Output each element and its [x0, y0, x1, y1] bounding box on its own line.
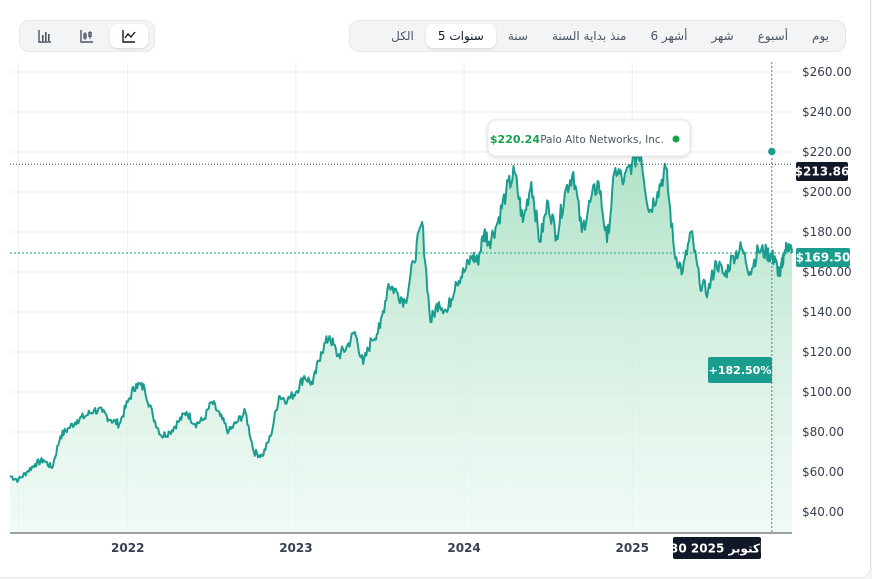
- candlestick-icon: [80, 30, 93, 43]
- range-tab[interactable]: الكل: [391, 29, 414, 43]
- price-tooltip: [487, 119, 691, 157]
- price-area: [10, 148, 792, 532]
- chart-type-switcher: [19, 20, 155, 52]
- y-tick-label: $100.00: [802, 385, 852, 399]
- high-price-badge: [796, 162, 848, 181]
- price-line: [9, 147, 793, 483]
- time-range-tabs: يوم أسبوع شهر 6 أشهر منذ بداية السنة سنة 5 سنو…: [349, 20, 846, 52]
- y-tick-label: $40.00: [802, 505, 844, 519]
- line-chart-button[interactable]: [110, 24, 148, 48]
- y-tick-label: $180.00: [802, 225, 852, 239]
- tooltip-series-dot: [672, 135, 680, 143]
- y-tick-label: $260.00: [802, 65, 852, 79]
- x-tick-label: 2022: [111, 541, 144, 555]
- hover-date-badge: [673, 537, 761, 559]
- range-tab[interactable]: 5 سنوات: [425, 24, 496, 48]
- bar-chart-icon: [38, 30, 51, 43]
- x-tick-label: 2024: [447, 541, 480, 555]
- y-tick-label: $60.00: [802, 465, 844, 479]
- tooltip-company: Palo Alto Networks, Inc.: [540, 134, 664, 146]
- tooltip-price: $220.24: [490, 133, 540, 146]
- y-tick-label: $140.00: [802, 305, 852, 319]
- x-axis: 2022 2023 2024 2025: [111, 541, 649, 555]
- range-tab[interactable]: يوم: [812, 29, 829, 43]
- high-price-label: $213.86: [795, 165, 850, 179]
- current-price-label: $169.50: [796, 251, 851, 265]
- range-tab[interactable]: منذ بداية السنة: [551, 29, 627, 43]
- x-tick-label: 2023: [279, 541, 312, 555]
- range-tab[interactable]: أسبوع: [757, 29, 789, 43]
- range-tab[interactable]: 6 أشهر: [650, 29, 688, 43]
- y-tick-label: $240.00: [802, 105, 852, 119]
- line-chart-icon: [122, 30, 136, 43]
- y-axis: $40.00 $60.00 $80.00 $100.00 $120.00 $140.00 $…: [802, 65, 852, 519]
- x-tick-label: 2025: [616, 541, 649, 555]
- candlestick-button[interactable]: [68, 24, 106, 48]
- y-tick-label: $120.00: [802, 345, 852, 359]
- hover-point: [766, 146, 778, 157]
- y-tick-label: $160.00: [802, 265, 852, 279]
- change-badge: [708, 357, 772, 383]
- change-label: +182.50%: [709, 364, 772, 377]
- current-price-badge: [796, 248, 850, 267]
- y-tick-label: $220.00: [802, 145, 852, 159]
- range-tab[interactable]: سنة: [507, 29, 528, 43]
- y-tick-label: $80.00: [802, 425, 844, 439]
- hover-date-label: 30 أكتوبر 2025: [670, 541, 764, 557]
- range-tab[interactable]: شهر: [711, 29, 734, 43]
- bar-chart-button[interactable]: [26, 24, 64, 48]
- y-tick-label: $200.00: [802, 185, 852, 199]
